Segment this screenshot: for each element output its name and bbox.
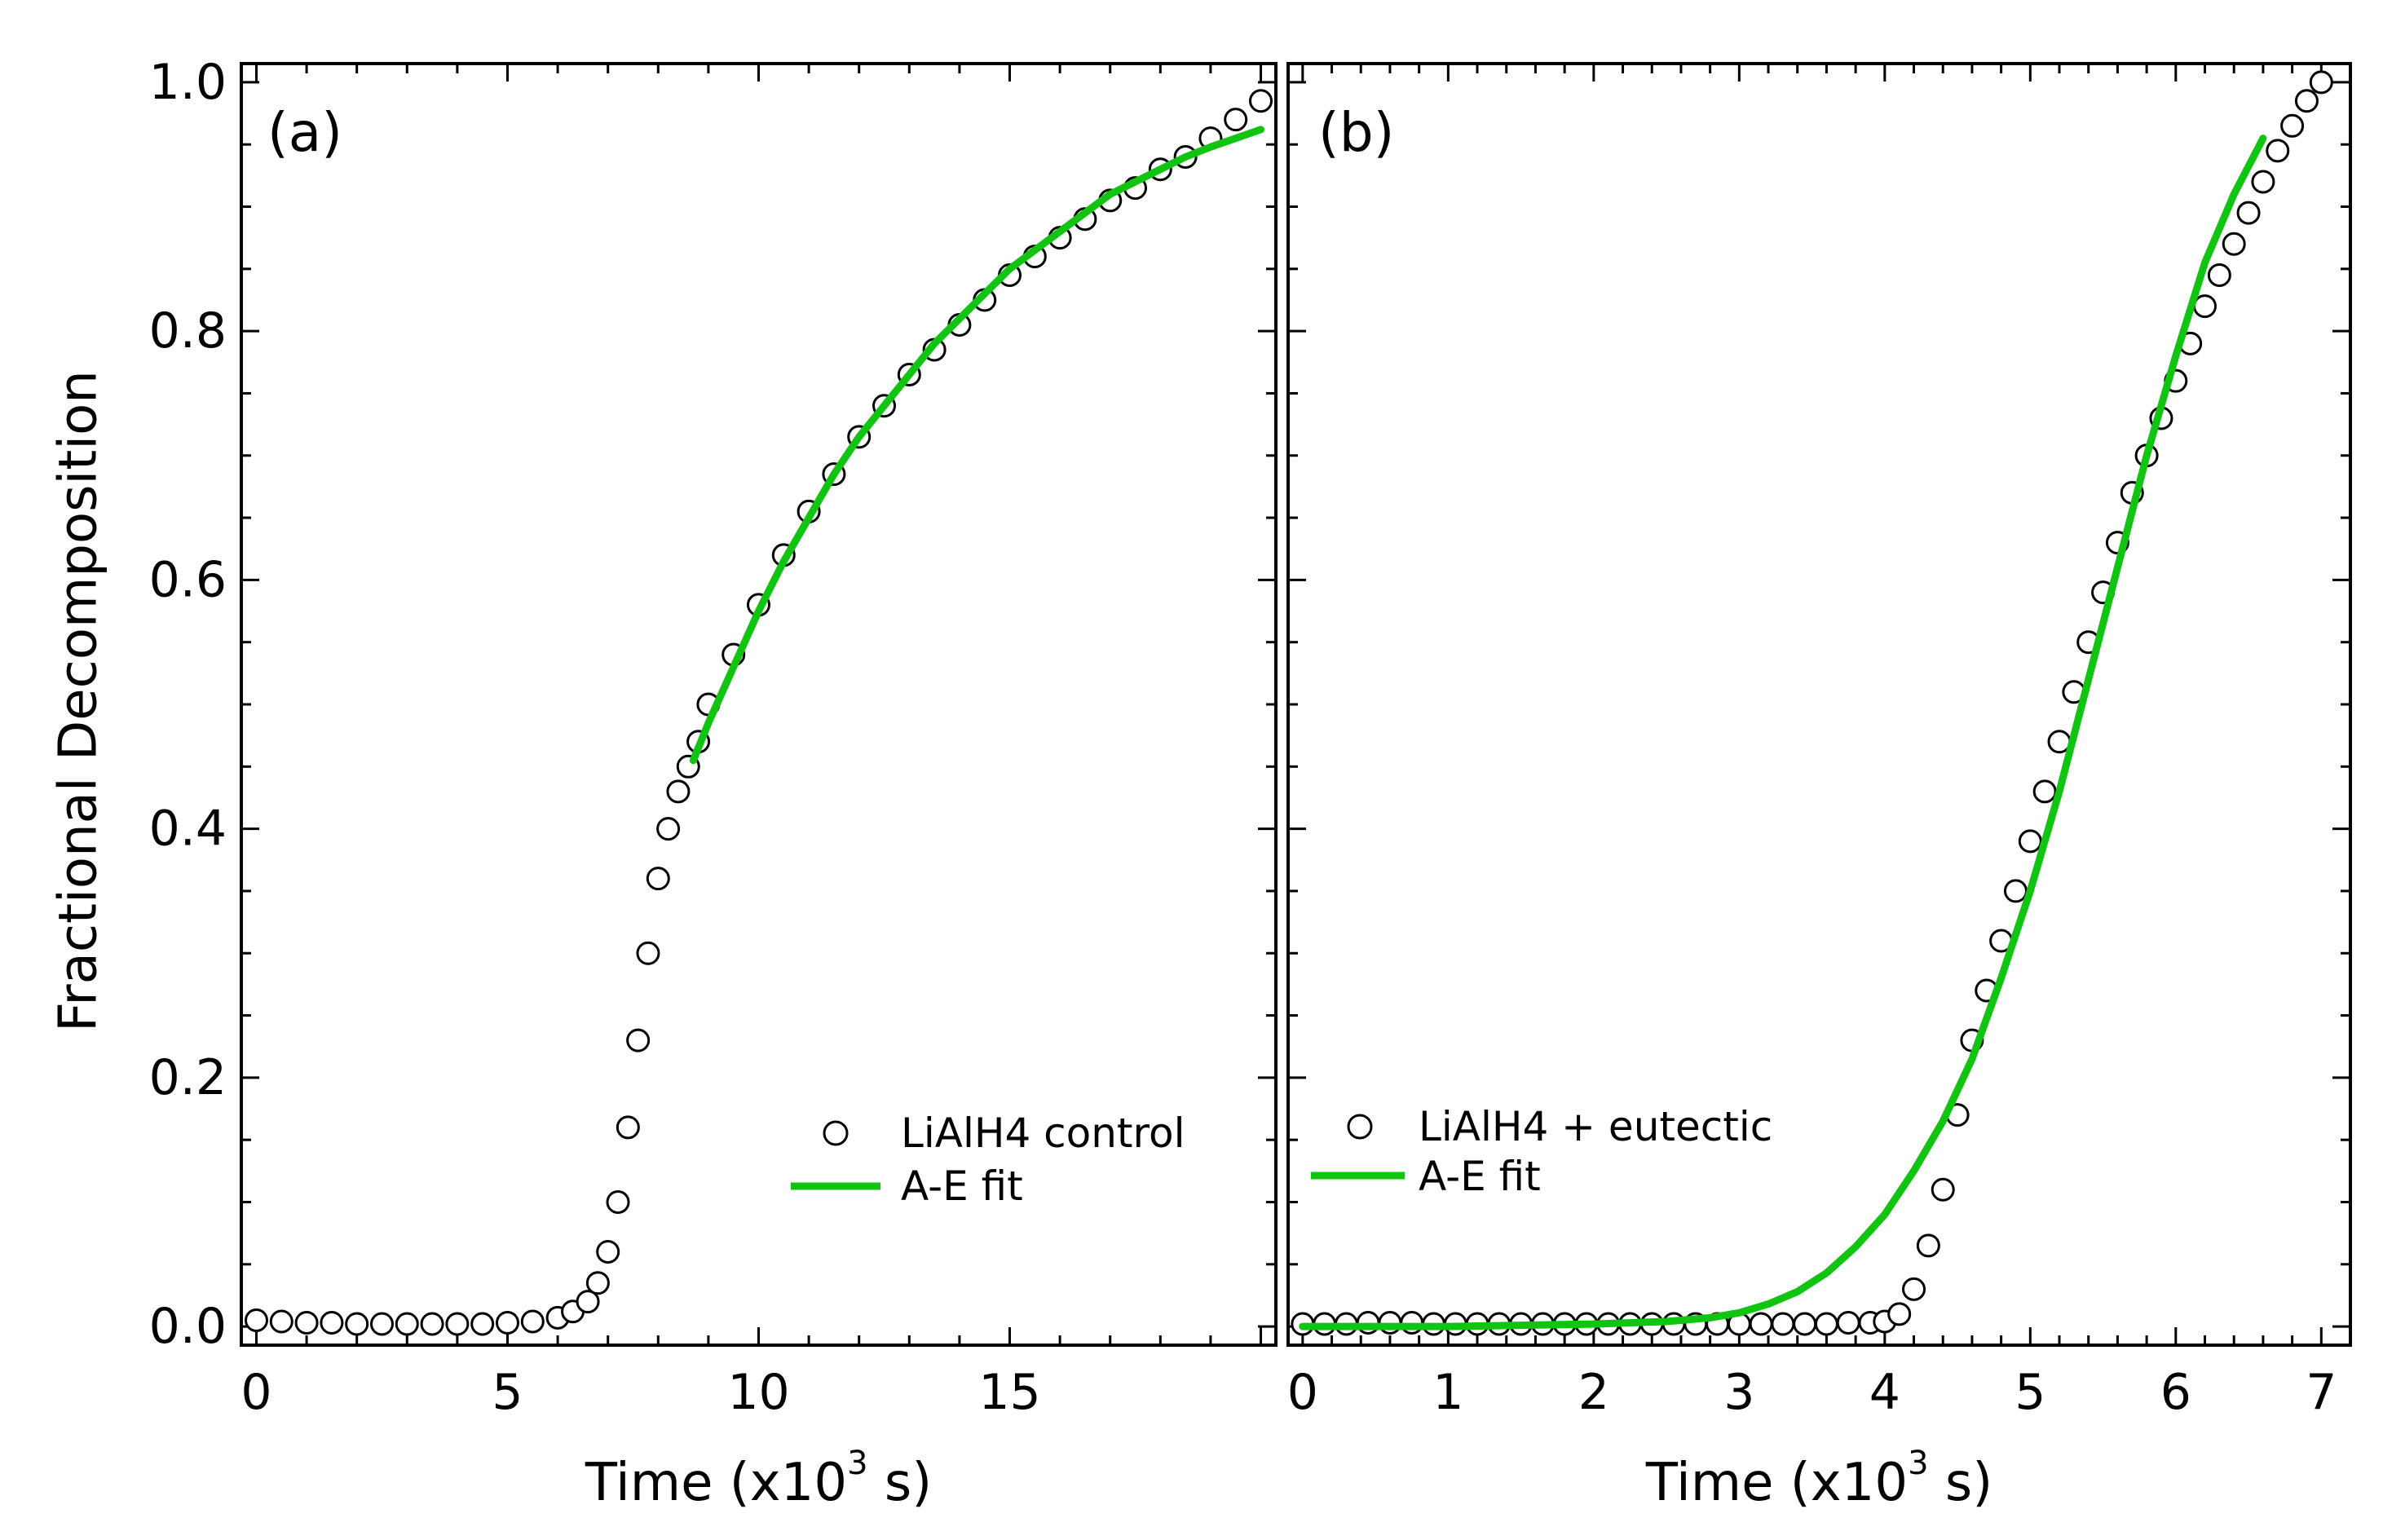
panel-letter: (a) bbox=[267, 101, 342, 164]
data-point bbox=[2251, 170, 2275, 194]
data-point bbox=[1916, 1233, 1940, 1258]
x-axis-title-exponent: 3 bbox=[847, 1445, 867, 1482]
data-point bbox=[2003, 879, 2028, 903]
legend: LiAlH4 control A-E fit bbox=[791, 1110, 1185, 1210]
x-axis-title-unit: s) bbox=[1929, 1453, 1993, 1513]
y-tick-label: 0.0 bbox=[149, 1298, 227, 1355]
data-point bbox=[1249, 89, 1273, 113]
x-axis-title-exponent: 3 bbox=[1908, 1445, 1928, 1482]
x-tick-label: 0 bbox=[1287, 1364, 1318, 1421]
x-axis-title: Time (x103 s) bbox=[585, 1445, 932, 1513]
data-point bbox=[420, 1312, 444, 1336]
x-tick-label: 4 bbox=[1869, 1364, 1900, 1421]
data-point bbox=[626, 1028, 651, 1052]
fit-line bbox=[1299, 135, 2267, 1330]
legend-label: A-E fit bbox=[1419, 1153, 1541, 1200]
x-tick-label: 10 bbox=[727, 1364, 789, 1421]
y-tick-label: 0.6 bbox=[149, 551, 227, 608]
x-axis-title-main: Time (x10 bbox=[585, 1453, 847, 1513]
data-point bbox=[445, 1312, 470, 1336]
data-point bbox=[495, 1311, 519, 1335]
x-tick-label: 0 bbox=[241, 1364, 271, 1421]
data-point bbox=[1902, 1277, 1926, 1301]
y-tick-label: 1.0 bbox=[149, 54, 227, 111]
data-point bbox=[616, 1115, 640, 1140]
x-axis-title: Time (x103 s) bbox=[1645, 1445, 1992, 1513]
data-point bbox=[294, 1311, 319, 1335]
data-point bbox=[1793, 1312, 1817, 1336]
data-point bbox=[2193, 294, 2218, 319]
panel-a: 0 5 10 15 0.0 0.2 0.4 0.6 0.8 1.0 Time (x103 s) (a)… bbox=[149, 54, 1278, 1513]
legend-marker bbox=[1347, 1114, 1373, 1140]
data-point bbox=[2032, 779, 2057, 804]
x-axis-title-main: Time (x10 bbox=[1645, 1453, 1908, 1513]
y-tick-label: 0.8 bbox=[149, 302, 227, 360]
data-point bbox=[320, 1311, 344, 1335]
data-point bbox=[369, 1312, 394, 1336]
data-point bbox=[244, 1308, 268, 1332]
x-tick-label: 6 bbox=[2160, 1364, 2191, 1421]
x-tick-label: 1 bbox=[1432, 1364, 1463, 1421]
x-tick-label: 5 bbox=[492, 1364, 523, 1421]
data-point bbox=[1224, 108, 1248, 132]
data-point bbox=[1378, 1311, 1402, 1335]
x-tick-label: 7 bbox=[2306, 1364, 2337, 1421]
legend-marker bbox=[823, 1120, 849, 1146]
data-point bbox=[2280, 113, 2305, 138]
data-point bbox=[2236, 201, 2261, 225]
data-point bbox=[576, 1290, 600, 1314]
data-point bbox=[520, 1309, 545, 1334]
y-axis-title: Fractional Decomposition bbox=[49, 370, 109, 1032]
data-point bbox=[2294, 89, 2319, 113]
data-point bbox=[1771, 1312, 1795, 1336]
data-point bbox=[606, 1189, 630, 1214]
legend-label: A-E fit bbox=[901, 1163, 1023, 1210]
data-point bbox=[470, 1312, 495, 1336]
y-tick-label: 0.2 bbox=[149, 1049, 227, 1106]
legend-label: LiAlH4 + eutectic bbox=[1419, 1103, 1772, 1150]
data-point bbox=[1836, 1311, 1860, 1335]
data-point bbox=[395, 1312, 419, 1336]
data-point bbox=[2309, 70, 2333, 95]
x-axis-title-unit: s) bbox=[868, 1453, 933, 1513]
data-point bbox=[656, 817, 681, 841]
data-point bbox=[636, 941, 660, 965]
data-point bbox=[1749, 1312, 1773, 1336]
legend-label: LiAlH4 control bbox=[901, 1110, 1185, 1157]
data-point bbox=[666, 779, 691, 804]
x-tick-label: 15 bbox=[978, 1364, 1040, 1421]
data-point bbox=[646, 867, 670, 891]
data-point bbox=[2266, 139, 2290, 163]
data-point bbox=[1400, 1311, 1424, 1335]
fit-line bbox=[689, 126, 1264, 765]
x-tick-label: 5 bbox=[2015, 1364, 2045, 1421]
data-point bbox=[269, 1309, 293, 1334]
data-point bbox=[2018, 829, 2042, 854]
data-point bbox=[1887, 1302, 1912, 1326]
data-point bbox=[585, 1271, 610, 1295]
y-tick-label: 0.4 bbox=[149, 801, 227, 858]
x-tick-label: 3 bbox=[1723, 1364, 1754, 1421]
data-point bbox=[596, 1240, 620, 1264]
data-point bbox=[1814, 1312, 1838, 1336]
x-tick-label: 2 bbox=[1578, 1364, 1609, 1421]
data-point bbox=[1356, 1311, 1380, 1335]
data-point bbox=[345, 1312, 369, 1336]
data-point bbox=[1931, 1177, 1955, 1202]
panel-letter: (b) bbox=[1318, 101, 1394, 164]
data-point bbox=[2222, 232, 2246, 256]
data-point bbox=[2207, 263, 2231, 287]
